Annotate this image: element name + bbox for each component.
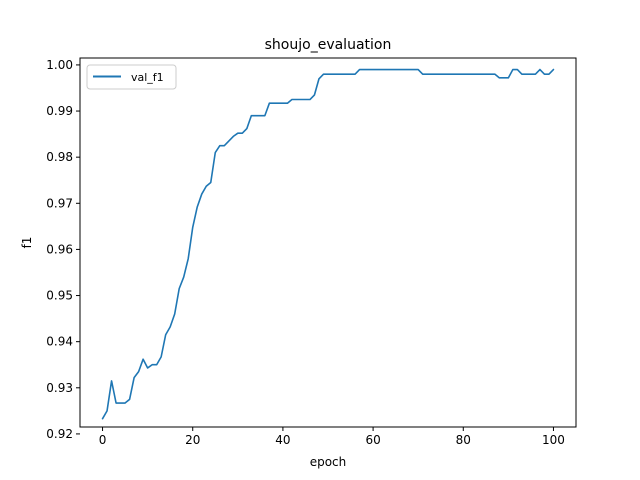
ticks-layer: 0 20 40 60 80 100 0.92 0.93 0.94 0.95 0.96 0.97 0.98… (46, 58, 565, 447)
y-tick-label: 1.00 (46, 58, 73, 72)
legend: val_f1 (86, 64, 177, 90)
y-tick-label: 0.98 (46, 150, 73, 164)
y-tick-label: 0.96 (46, 242, 73, 256)
y-tick-label: 0.94 (46, 335, 73, 349)
x-tick-label: 20 (185, 433, 200, 447)
y-axis-label: f1 (20, 237, 34, 249)
legend-label-val-f1: val_f1 (131, 71, 164, 84)
plot-layer (101, 68, 555, 420)
series-line-val-f1 (101, 68, 555, 420)
x-tick-label: 80 (456, 433, 471, 447)
y-tick-label: 0.93 (46, 381, 73, 395)
y-tick-label: 0.95 (46, 289, 73, 303)
plot-frame (79, 57, 577, 428)
y-tick-label: 0.99 (46, 104, 73, 118)
x-axis-label: epoch (310, 455, 347, 469)
legend-box (86, 64, 177, 90)
x-tick-label: 0 (99, 433, 107, 447)
x-tick-label: 100 (542, 433, 565, 447)
y-tick-label: 0.97 (46, 196, 73, 210)
x-tick-label: 40 (275, 433, 290, 447)
y-tick-label: 0.92 (46, 427, 73, 441)
x-tick-label: 60 (365, 433, 380, 447)
chart-title: shoujo_evaluation (265, 37, 392, 53)
